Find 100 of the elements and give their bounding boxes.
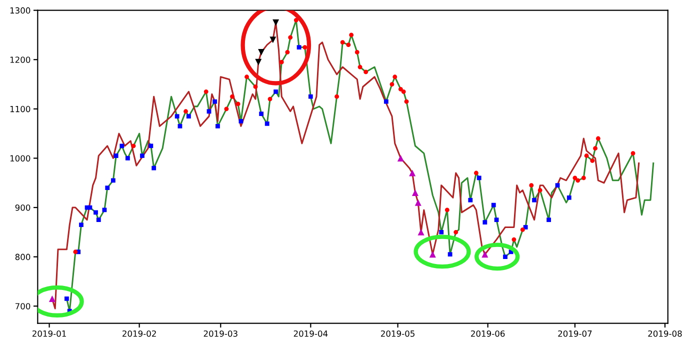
point (482, 251, 488, 258)
point (593, 146, 598, 151)
point (523, 225, 528, 230)
point (401, 89, 406, 94)
x-tick-label: 2019-01 (32, 330, 66, 337)
point (73, 250, 78, 254)
point (429, 251, 436, 258)
point (296, 45, 302, 50)
point (512, 237, 516, 242)
point (131, 144, 136, 148)
point (384, 99, 388, 104)
y-tick-label: 1200 (10, 56, 30, 63)
point (255, 58, 262, 66)
point (206, 109, 212, 114)
point (590, 158, 595, 163)
y-tick-label: 700 (16, 303, 30, 310)
x-tick-label: 2019-08 (648, 330, 682, 337)
point (258, 48, 265, 56)
point (418, 228, 424, 236)
x-tick-label: 2019-07 (558, 330, 592, 337)
point (308, 94, 313, 99)
point (546, 218, 551, 222)
point (414, 199, 422, 206)
point (294, 18, 298, 22)
point (105, 186, 110, 190)
point (334, 94, 339, 99)
point (274, 89, 278, 94)
x-tick-label: 2019-03 (204, 330, 238, 337)
point (476, 176, 482, 180)
point (216, 124, 220, 128)
point (174, 114, 180, 119)
point (398, 87, 403, 92)
point (94, 210, 98, 215)
point (364, 70, 368, 74)
point (302, 45, 308, 50)
point (285, 50, 290, 54)
point (152, 166, 156, 170)
point (630, 151, 636, 156)
y-tick-label: 1100 (10, 106, 30, 112)
point (48, 295, 56, 302)
point (392, 74, 398, 80)
point (404, 99, 409, 104)
point (454, 230, 458, 234)
point (412, 189, 418, 196)
point (584, 154, 589, 158)
point (148, 144, 154, 148)
point (581, 176, 586, 180)
point (503, 254, 508, 260)
point (529, 183, 534, 188)
point (259, 112, 264, 116)
point (64, 296, 69, 301)
point (114, 154, 118, 158)
point (264, 122, 270, 126)
point (340, 40, 345, 45)
x-tick-label: 2019-02 (122, 330, 156, 337)
point (244, 74, 249, 80)
point (555, 183, 560, 188)
point (186, 114, 191, 119)
point (532, 198, 536, 202)
point (397, 154, 404, 162)
y-tick-label: 900 (15, 204, 30, 211)
point (236, 102, 240, 106)
point (482, 220, 488, 224)
point (491, 202, 496, 208)
y-tick-label: 1000 (10, 155, 30, 162)
point (110, 178, 116, 183)
point (494, 218, 499, 222)
point (140, 154, 144, 158)
point (253, 84, 258, 89)
x-tick-label: 2019-04 (294, 330, 328, 337)
point (230, 94, 234, 99)
point (576, 178, 580, 183)
point (358, 64, 362, 70)
point (288, 35, 293, 40)
point (238, 119, 244, 124)
point (96, 218, 101, 222)
point (126, 156, 130, 160)
point (272, 19, 280, 26)
point (409, 170, 416, 176)
point (212, 99, 218, 104)
point (468, 198, 473, 202)
point (204, 89, 208, 94)
point (354, 50, 360, 54)
x-tick-label: 2019-05 (380, 330, 414, 337)
point (448, 252, 452, 257)
point (270, 36, 276, 44)
point (279, 60, 284, 64)
point (349, 32, 354, 38)
point (538, 188, 542, 192)
point (474, 170, 478, 176)
point (79, 222, 84, 227)
point (596, 136, 600, 141)
point (390, 82, 394, 86)
y-tick-label: 800 (15, 254, 30, 260)
point (520, 228, 525, 232)
point (120, 144, 124, 148)
point (184, 109, 188, 114)
point (566, 195, 572, 200)
point (178, 124, 182, 128)
point (224, 106, 229, 112)
